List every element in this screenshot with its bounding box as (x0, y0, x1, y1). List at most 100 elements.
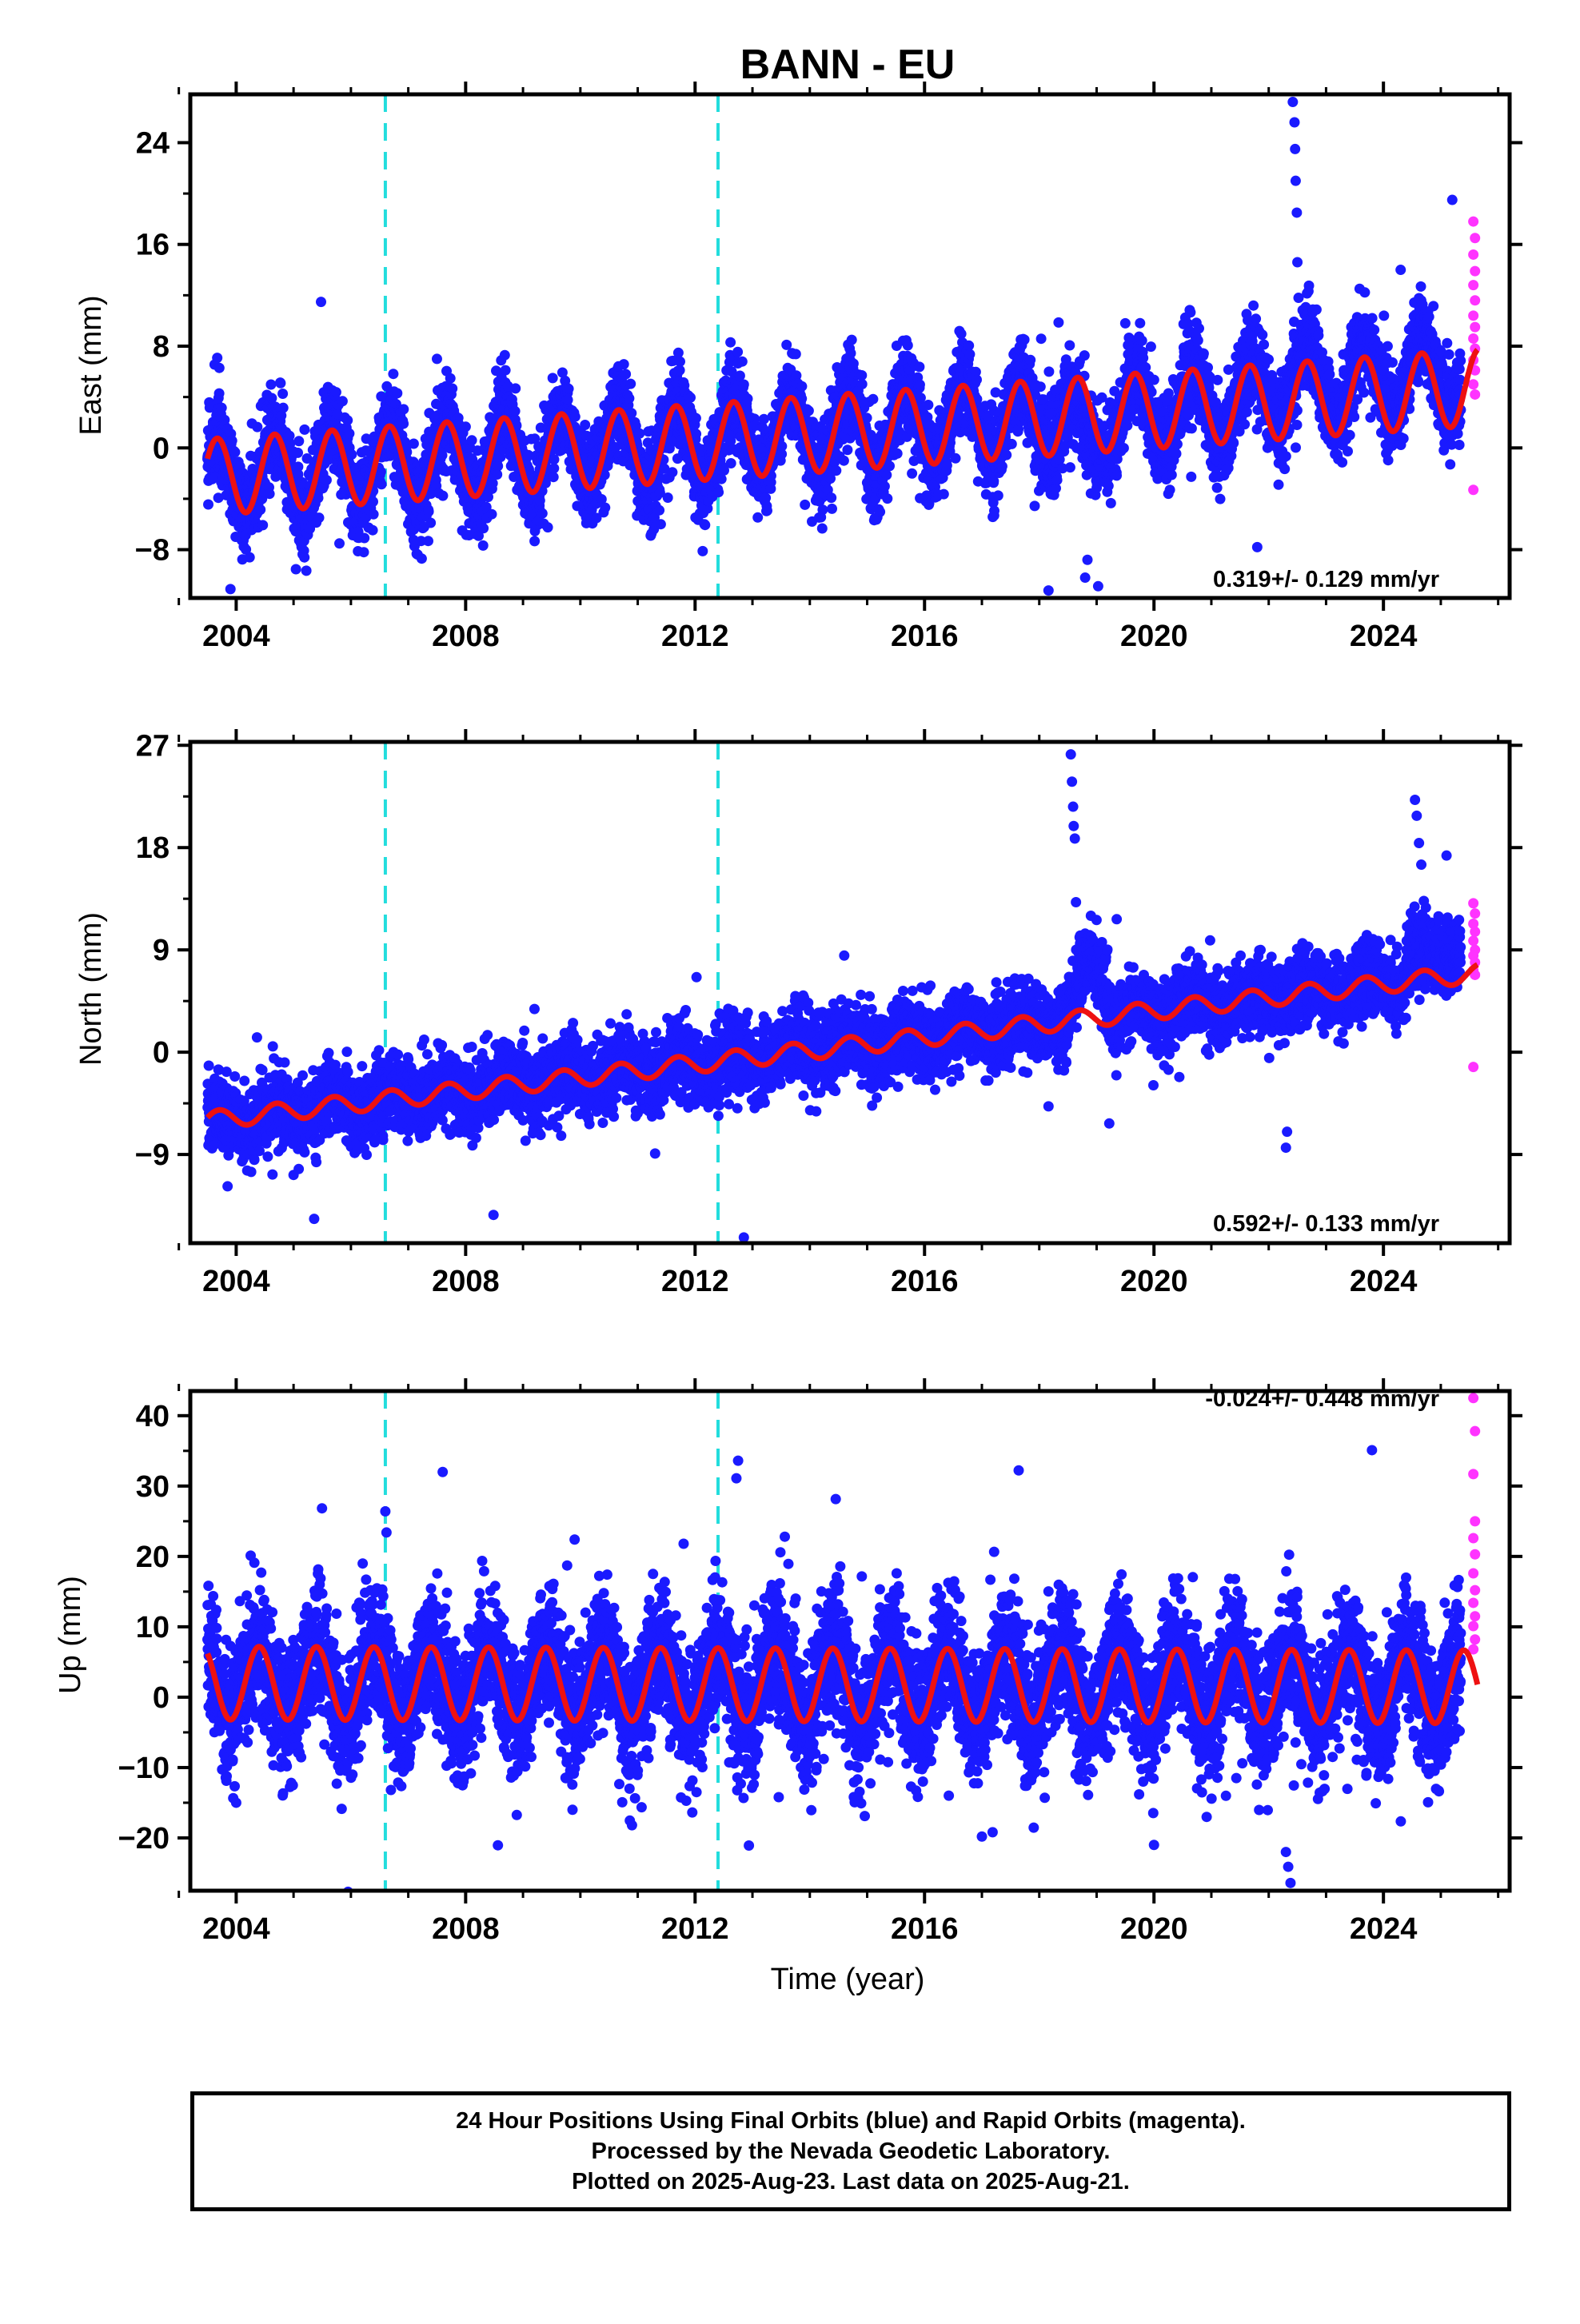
east-point (667, 467, 677, 477)
east-point (875, 507, 885, 517)
east-point (739, 380, 749, 390)
east-point (951, 453, 961, 464)
east-point (916, 393, 926, 403)
east-point (881, 470, 892, 480)
east-point (500, 350, 510, 361)
east-point (510, 383, 521, 393)
east-point (388, 369, 398, 379)
east-point (424, 506, 434, 516)
east-point (839, 456, 849, 466)
east-point (762, 505, 772, 516)
east-point (392, 388, 402, 398)
east-point (255, 504, 265, 515)
east-point (214, 389, 225, 399)
east-point (624, 393, 634, 404)
east-point (737, 357, 748, 367)
east-point (827, 504, 837, 514)
east-point (776, 441, 787, 452)
east-point (847, 335, 857, 345)
east-point (549, 463, 559, 473)
east-point (409, 439, 419, 449)
east-point (437, 491, 448, 501)
east-point (488, 478, 498, 488)
east-point (1007, 439, 1017, 449)
east-point (316, 297, 326, 307)
east-point (620, 369, 631, 380)
east-point (634, 429, 644, 439)
east-point (321, 475, 332, 485)
east-final-points (202, 97, 1466, 611)
east-point (548, 373, 558, 383)
east-axis-label: East (mm) (74, 295, 108, 435)
east-point (299, 552, 309, 563)
east-point (275, 378, 285, 389)
east-point (673, 348, 684, 358)
east-point (537, 508, 548, 519)
east-point (398, 404, 409, 414)
east-point (842, 444, 852, 455)
east-point (227, 436, 237, 446)
east-point (337, 396, 348, 406)
east-point (700, 520, 710, 530)
east-point (359, 533, 369, 544)
east-plot-area (202, 94, 1480, 611)
east-point (1001, 450, 1011, 460)
east-point (447, 384, 457, 394)
east-point (445, 373, 456, 384)
east-point (625, 379, 636, 389)
east-point (942, 460, 952, 471)
east-point (726, 458, 736, 468)
east-point (800, 500, 810, 510)
east-point (331, 387, 341, 397)
east-point (600, 503, 610, 513)
east-point (368, 496, 378, 507)
east-point (656, 519, 666, 529)
east-point (314, 512, 325, 523)
east-point (293, 448, 303, 458)
east-point (564, 384, 574, 394)
east-point (989, 505, 999, 516)
east-point (265, 488, 275, 499)
east-point (563, 395, 573, 405)
east-point (914, 361, 924, 372)
east-point (301, 565, 312, 576)
east-rate-label: 0.319+/- 0.129 mm/yr (1213, 567, 1439, 592)
east-point (831, 465, 841, 476)
east-point (675, 357, 685, 367)
east-point (423, 536, 433, 546)
east-point (663, 492, 673, 503)
east-point (529, 536, 540, 546)
east-point (580, 420, 590, 430)
east-point (713, 487, 724, 497)
east-point (884, 460, 895, 471)
east-point (817, 524, 828, 534)
east-point (868, 394, 878, 405)
east-point (697, 546, 708, 556)
page-title: BANN - EU (740, 42, 956, 88)
east-point (857, 379, 868, 389)
east-point (743, 393, 753, 404)
east-point (487, 509, 497, 520)
east-point (654, 505, 664, 516)
east-point (997, 461, 1007, 472)
east-point (437, 450, 448, 460)
east-point (334, 538, 345, 548)
east-point (376, 467, 386, 477)
east-point (467, 435, 477, 445)
east-point (907, 468, 917, 479)
east-point (993, 490, 1003, 500)
east-point (368, 525, 378, 536)
east-point (725, 337, 736, 348)
east-point (257, 520, 268, 530)
east-point (398, 419, 409, 429)
east-point (848, 358, 859, 369)
east-point (528, 600, 538, 611)
east-point (291, 564, 301, 575)
east-point (791, 349, 801, 359)
east-point (826, 492, 836, 503)
east-point (880, 481, 890, 492)
east-point (964, 349, 975, 360)
east-point (369, 509, 379, 520)
